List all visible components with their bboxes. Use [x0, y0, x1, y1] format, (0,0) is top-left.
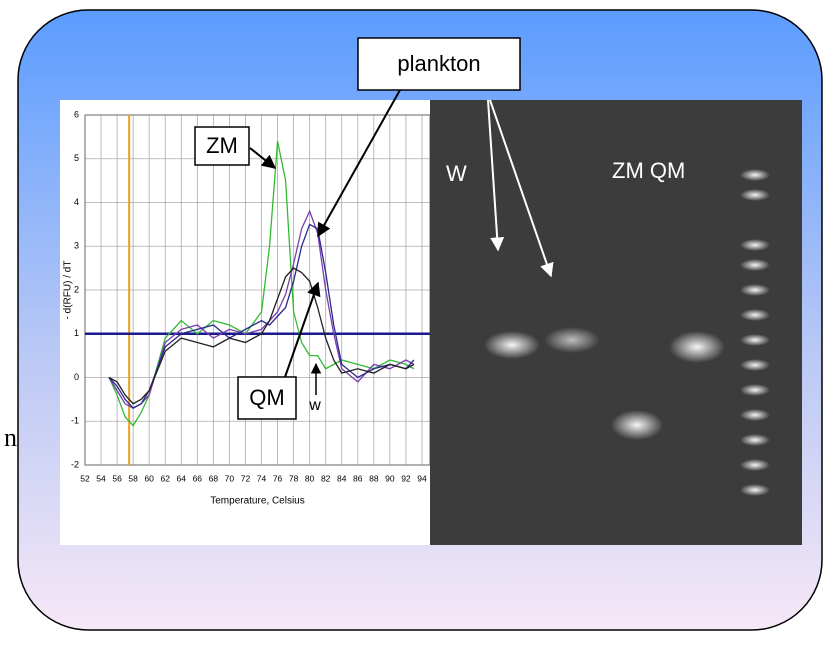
x-tick-label: 56: [112, 473, 122, 483]
x-tick-label: 80: [305, 473, 315, 483]
gel-label: ZM QM: [612, 158, 685, 183]
x-tick-label: 62: [160, 473, 170, 483]
gel-label: W: [446, 161, 467, 186]
chart-panel: [60, 100, 432, 545]
fragment-text: n: [4, 423, 17, 452]
x-tick-label: 70: [225, 473, 235, 483]
x-tick-label: 76: [273, 473, 283, 483]
y-tick-label: -1: [71, 416, 79, 426]
melt-curve: [108, 267, 415, 405]
x-tick-label: 84: [337, 473, 347, 483]
x-tick-label: 52: [80, 473, 90, 483]
x-tick-label: 64: [177, 473, 187, 483]
x-tick-label: 60: [144, 473, 154, 483]
melt-curve: [108, 209, 415, 409]
x-tick-label: 82: [321, 473, 331, 483]
x-tick-label: 86: [353, 473, 363, 483]
x-tick-label: 54: [96, 473, 106, 483]
x-tick-label: 58: [128, 473, 138, 483]
annotation-label: w: [308, 397, 321, 414]
gel-bands: [484, 169, 770, 496]
annotations: ZM QM w plankton: [194, 37, 554, 420]
x-tick-label: 94: [417, 473, 427, 483]
y-tick-label: -2: [71, 459, 79, 469]
y-axis-label: - d(RFU) / dT: [63, 261, 74, 320]
y-tick-label: 3: [74, 241, 79, 251]
x-tick-label: 72: [241, 473, 251, 483]
annotation-label: QM: [249, 385, 284, 410]
x-tick-label: 92: [401, 473, 411, 483]
x-tick-label: 68: [209, 473, 219, 483]
x-axis-label: Temperature, Celsius: [210, 496, 304, 507]
y-tick-label: 2: [74, 284, 79, 294]
y-tick-label: 5: [74, 153, 79, 163]
x-tick-label: 74: [257, 473, 267, 483]
x-tick-label: 78: [289, 473, 299, 483]
x-tick-label: 88: [369, 473, 379, 483]
y-tick-label: 0: [74, 372, 79, 382]
annotation-label: plankton: [397, 51, 480, 76]
melt-curve: [108, 141, 415, 427]
y-tick-label: 4: [74, 197, 79, 207]
y-tick-label: 1: [74, 328, 79, 338]
x-tick-label: 90: [385, 473, 395, 483]
annotation-label: ZM: [206, 133, 238, 158]
x-tick-label: 66: [193, 473, 203, 483]
y-tick-label: 6: [74, 109, 79, 119]
